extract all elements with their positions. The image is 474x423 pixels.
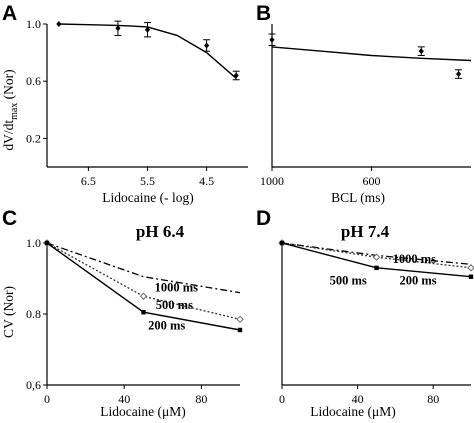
chart-a-xlabel: Lidocaine (- log) xyxy=(102,190,193,205)
chart-c-x-tick-label: 80 xyxy=(195,392,207,406)
chart-b-data-point xyxy=(455,71,462,78)
chart-a-x-tick-label: 6.5 xyxy=(81,174,96,188)
chart-c-series-3-point xyxy=(44,240,50,246)
chart-b-data-point xyxy=(418,48,424,55)
chart-d-x-tick-label: 40 xyxy=(352,392,364,406)
chart-b-x-tick-label: 1000 xyxy=(260,174,284,188)
chart-a-ylabel: dV/dtmax (Nor) xyxy=(1,69,20,150)
chart-c-xlabel: Lidocaine (μM) xyxy=(100,404,186,419)
chart-d-x-tick-label: 80 xyxy=(427,392,439,406)
chart-a-ylabel-main: dV/dt xyxy=(1,120,16,151)
chart-c-series-label: 1000 ms xyxy=(155,280,199,294)
chart-d-series-3-point xyxy=(468,274,474,279)
chart-d-series-3-point xyxy=(374,265,379,271)
chart-a: 6.5 5.5 4.5 0.2 0.6 1.0 xyxy=(26,17,248,188)
chart-c-ylabel: CV (Nor) xyxy=(1,286,16,338)
chart-c-x-tick-label: 40 xyxy=(118,392,130,406)
chart-a-data-point xyxy=(56,21,62,27)
chart-b-xlabel: BCL (ms) xyxy=(331,190,385,205)
chart-b-data-point xyxy=(269,36,275,43)
chart-c-series-label: 500 ms xyxy=(156,298,193,312)
chart-b-x-tick-label: 600 xyxy=(363,174,381,188)
chart-c-series-3-point xyxy=(141,310,146,315)
chart-a-ylabel-sub: max xyxy=(9,103,20,120)
panel-label-d: D xyxy=(256,207,271,230)
panel-label-a: A xyxy=(2,2,17,25)
chart-c-title: pH 6.4 xyxy=(136,222,185,241)
chart-a-data-point xyxy=(115,25,121,32)
chart-b: 1000 600 xyxy=(260,24,472,188)
chart-a-y-tick-label: 0.2 xyxy=(26,131,41,145)
chart-a-y-tick-label: 1.0 xyxy=(26,17,41,31)
chart-d-series-label: 200 ms xyxy=(400,273,437,287)
chart-d-series-2-point xyxy=(467,264,474,272)
chart-a-x-tick-label: 4.5 xyxy=(199,174,214,188)
chart-c-y-tick-label: 1.0 xyxy=(26,236,41,250)
chart-d-series-3-point xyxy=(279,240,285,246)
chart-c-series-2-point xyxy=(139,292,148,300)
chart-c-series-2-point xyxy=(236,315,244,324)
chart-d-xlabel: Lidocaine (μM) xyxy=(310,404,396,419)
chart-d-title: pH 7.4 xyxy=(341,222,390,241)
chart-c-series-3-line xyxy=(46,242,241,331)
chart-c-x-tick-label: 0 xyxy=(44,392,50,406)
chart-c-series-3-point xyxy=(237,327,243,333)
chart-a-x-tick-label: 5.5 xyxy=(140,174,155,188)
chart-d-x-tick-label: 0 xyxy=(279,392,285,406)
chart-c: 0 40 80 0,6 0.8 1.0 1000 ms 500 ms 200 ms xyxy=(26,236,244,406)
chart-c-series-1-line xyxy=(46,242,241,294)
chart-c-series-label: 200 ms xyxy=(148,318,185,332)
panel-label-c: C xyxy=(2,207,17,230)
chart-a-data-point xyxy=(144,26,151,33)
chart-a-data-point xyxy=(204,42,210,49)
panel-label-b: B xyxy=(256,2,271,25)
chart-d-series-label: 500 ms xyxy=(330,273,367,287)
chart-b-series-1-line xyxy=(271,46,472,62)
chart-d-series-label: 1000 ms xyxy=(393,252,437,266)
chart-a-ylabel-suffix: (Nor) xyxy=(1,69,16,102)
chart-c-series-2-line xyxy=(46,242,241,320)
chart-a-y-tick-label: 0.6 xyxy=(26,74,41,88)
chart-a-data-point xyxy=(233,72,239,79)
chart-c-y-tick-label: 0,6 xyxy=(26,378,41,392)
chart-d: 0 40 80 1000 ms 500 ms 200 ms xyxy=(278,239,474,406)
chart-d-series-2-point xyxy=(372,253,381,261)
chart-c-y-tick-label: 0.8 xyxy=(26,307,41,321)
